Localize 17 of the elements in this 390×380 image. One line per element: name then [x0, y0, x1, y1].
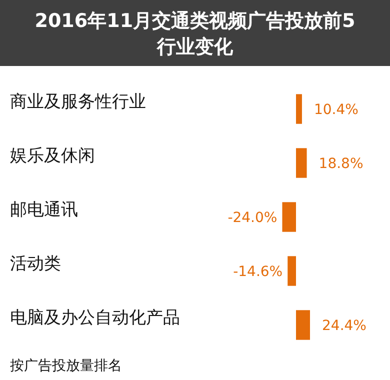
data-label: -14.6%	[233, 264, 283, 280]
y-tick-label: 活动类	[10, 254, 61, 274]
y-tick-label: 电脑及办公自动化产品	[10, 308, 180, 328]
y-tick-label: 娱乐及休闲	[10, 146, 95, 166]
data-label: 10.4%	[314, 102, 358, 118]
data-label: 24.4%	[322, 318, 366, 334]
data-label: -24.0%	[228, 210, 278, 226]
text: 按广告投放量排名	[10, 358, 122, 374]
bar	[296, 310, 310, 340]
y-tick-label: 商业及服务性行业	[10, 92, 146, 112]
y-tick-label: 邮电通讯	[10, 200, 78, 220]
chart-title: 2016年11月交通类视频广告投放前5行业变化	[34, 10, 356, 58]
data-label: 18.8%	[318, 156, 364, 172]
bar	[296, 94, 302, 124]
bar	[288, 256, 296, 286]
bar	[282, 202, 296, 232]
bar	[296, 148, 307, 178]
